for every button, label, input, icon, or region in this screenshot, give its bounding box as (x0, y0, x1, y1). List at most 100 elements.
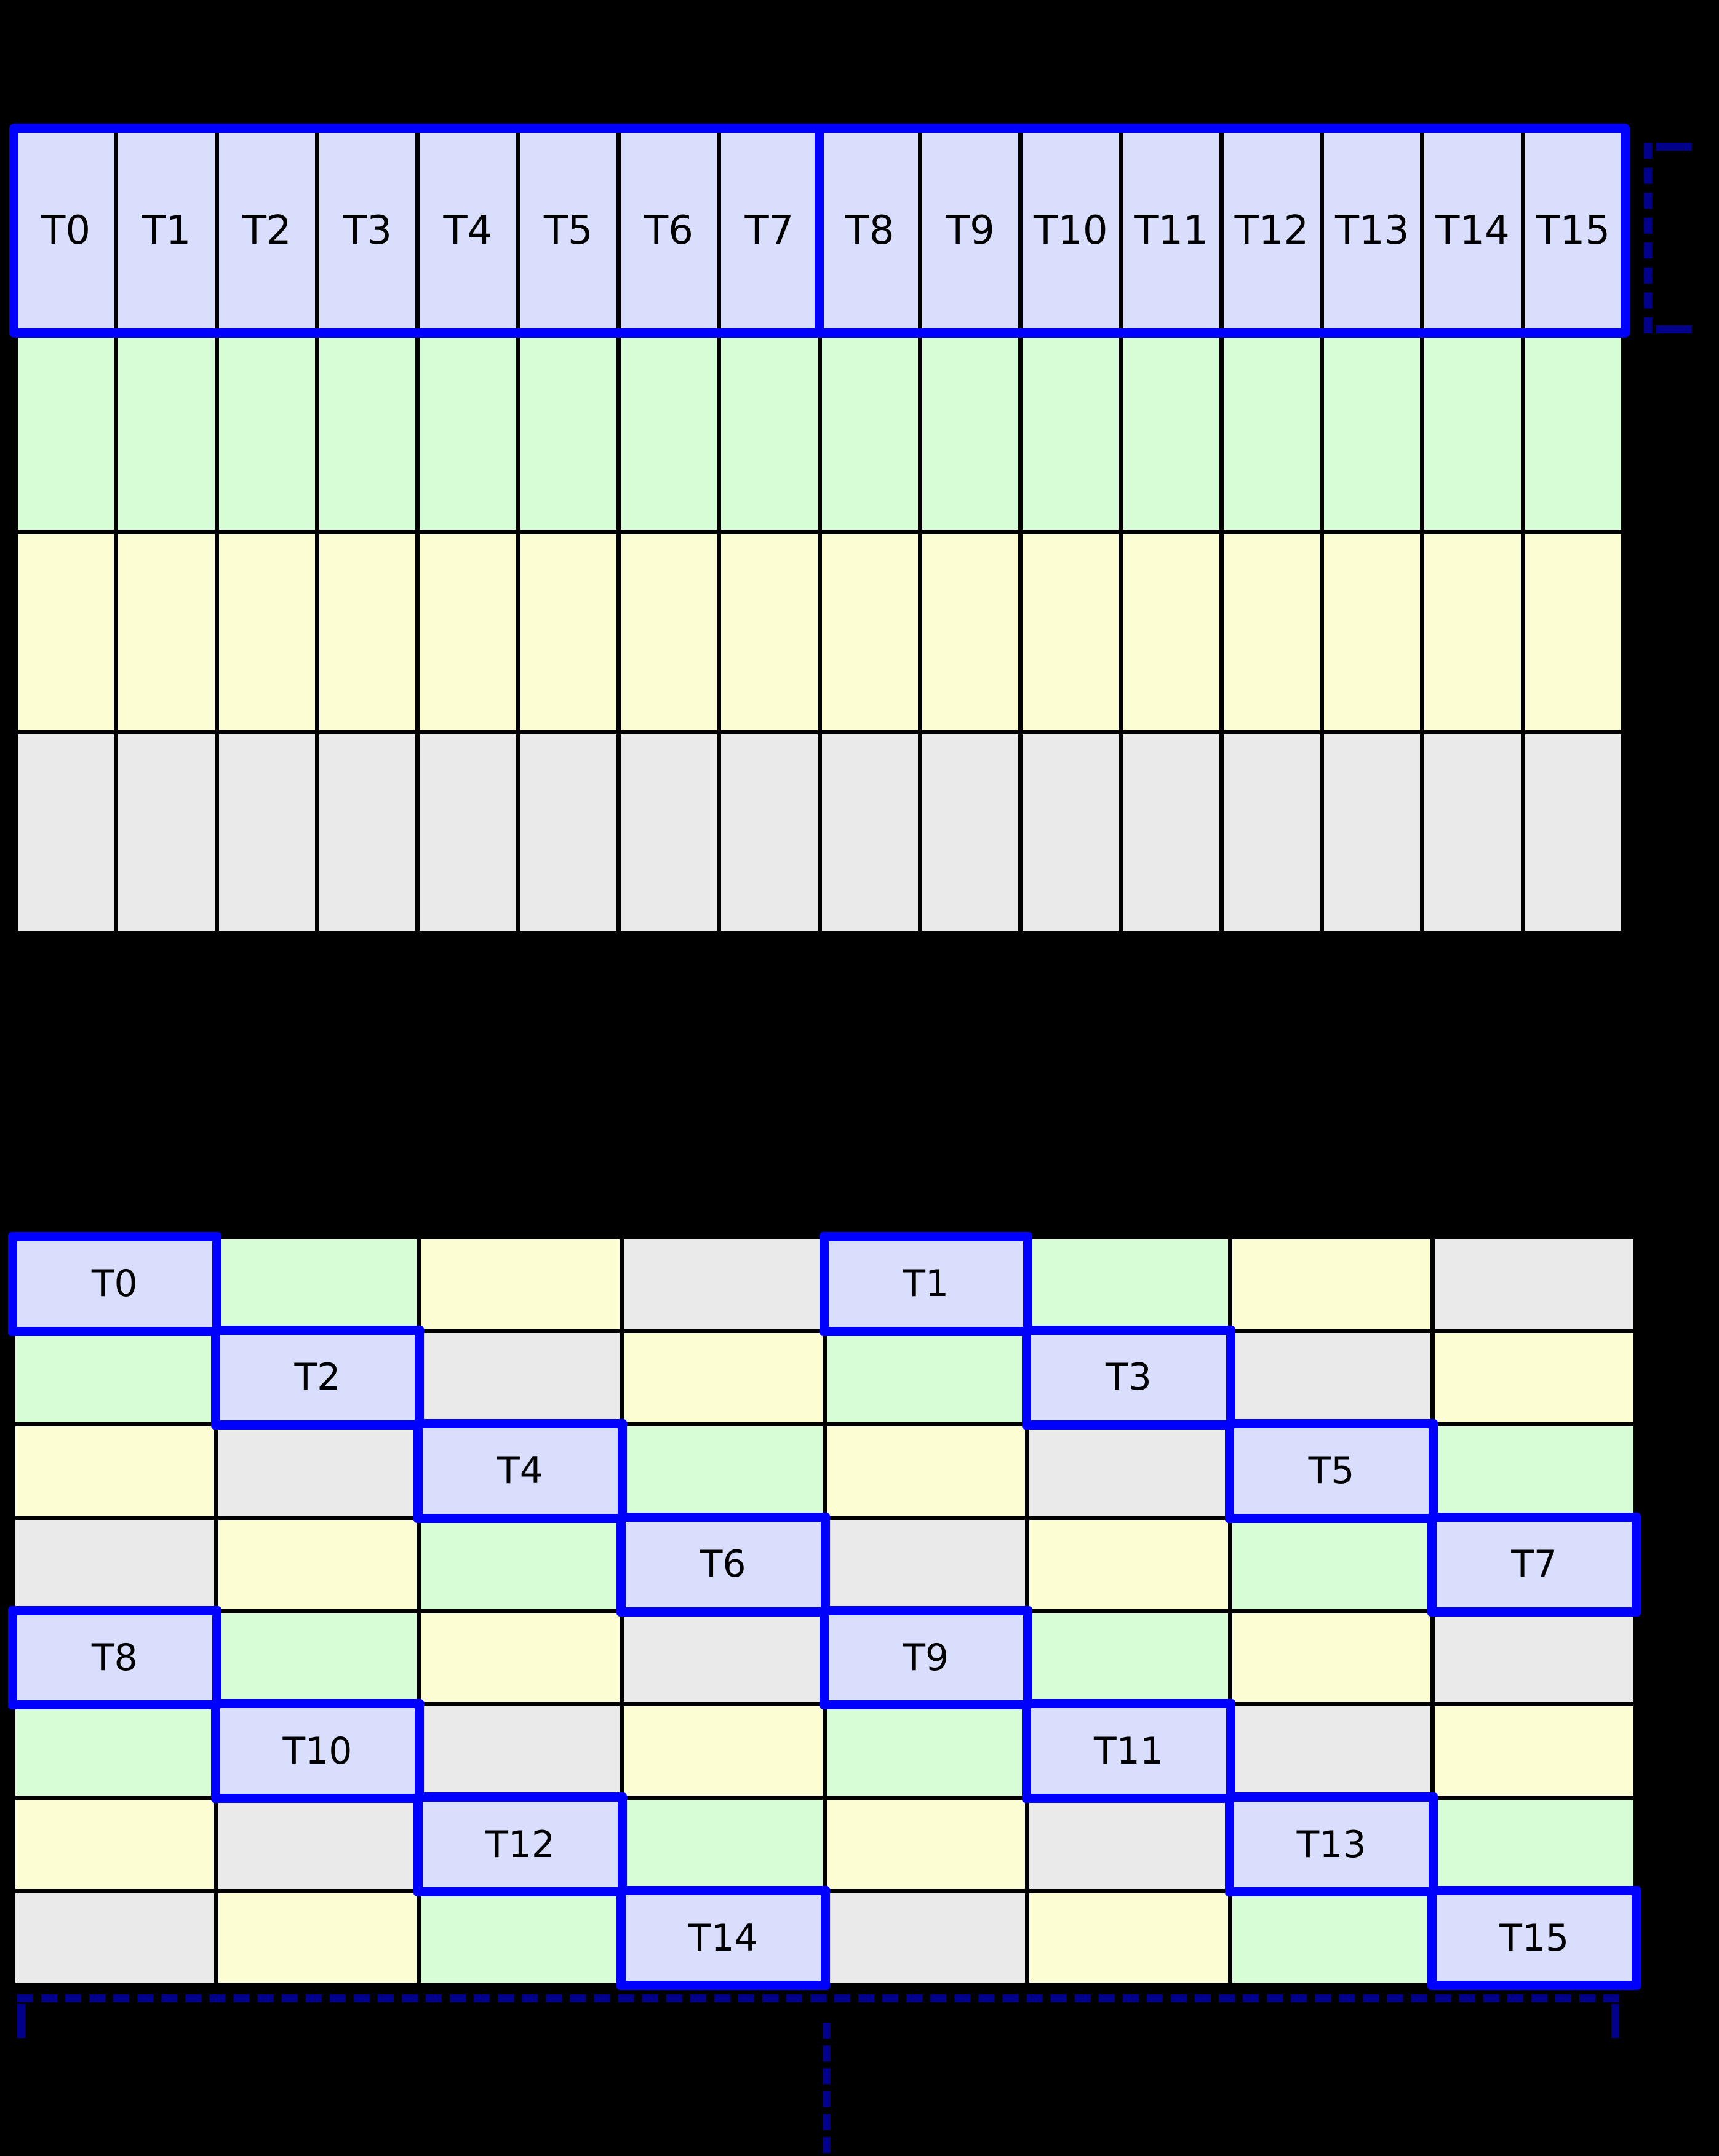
memory-cell (520, 734, 616, 931)
thread-label: T0 (41, 207, 91, 253)
bracket-vertical-dashes (1644, 143, 1652, 333)
thread-label: T2 (294, 1356, 341, 1399)
thread-label: T4 (443, 207, 493, 253)
memory-cell: T4 (420, 132, 516, 329)
memory-cell (520, 333, 616, 530)
memory-cell: T1 (118, 132, 215, 329)
memory-cell (319, 533, 416, 730)
memory-cell (1232, 1893, 1431, 1983)
memory-cell (1023, 333, 1119, 530)
memory-cell (1435, 1800, 1633, 1890)
memory-cell (421, 1332, 620, 1422)
memory-cell (620, 533, 717, 730)
memory-cell (15, 1893, 214, 1983)
memory-cell (420, 333, 516, 530)
memory-cell: T5 (520, 132, 616, 329)
memory-cell (118, 533, 215, 730)
memory-cell: T3 (319, 132, 416, 329)
thread-access-cell: T9 (826, 1613, 1026, 1703)
thread-label: T8 (845, 207, 895, 253)
thread-label: T14 (1435, 207, 1510, 253)
memory-cell (1232, 1519, 1431, 1609)
memory-cell (319, 734, 416, 931)
memory-cell (15, 1800, 214, 1890)
memory-cell (15, 1332, 214, 1422)
memory-cell (1029, 1426, 1228, 1516)
thread-label: T6 (700, 1543, 746, 1586)
memory-cell (826, 1800, 1026, 1890)
memory-cell (218, 1519, 417, 1609)
memory-cell (15, 1519, 214, 1609)
thread-label: T5 (1308, 1449, 1355, 1493)
memory-cell (1123, 734, 1219, 931)
memory-cell (1232, 1332, 1431, 1422)
memory-cell (922, 333, 1019, 530)
thread-label: T0 (91, 1262, 138, 1306)
thread-label: T11 (1093, 1729, 1163, 1773)
memory-cell (421, 1613, 620, 1703)
memory-cell: T9 (922, 132, 1019, 329)
memory-cell (1525, 734, 1621, 931)
memory-cell (1324, 333, 1421, 530)
bracket-right-tick (1611, 2004, 1619, 2038)
memory-cell (826, 1706, 1026, 1796)
bracket-bottom-dash (1656, 325, 1692, 333)
memory-cell (218, 1239, 417, 1329)
memory-cell (15, 1706, 214, 1796)
memory-cell (1232, 1613, 1431, 1703)
thread-label: T15 (1499, 1916, 1569, 1960)
memory-cell (1029, 1613, 1228, 1703)
thread-access-cell: T8 (15, 1613, 214, 1703)
memory-cell (922, 533, 1019, 730)
memory-cell (1223, 533, 1320, 730)
memory-cell (421, 1239, 620, 1329)
memory-cell (15, 1426, 214, 1516)
thread-label: T12 (1234, 207, 1309, 253)
thread-access-cell: T10 (218, 1706, 417, 1796)
memory-cell (1232, 1706, 1431, 1796)
thread-label: T5 (543, 207, 593, 253)
memory-cell (623, 1613, 823, 1703)
thread-label: T12 (485, 1823, 556, 1866)
memory-cell (721, 533, 818, 730)
memory-cell (1123, 333, 1219, 530)
memory-cell: T7 (721, 132, 818, 329)
memory-cell (1324, 734, 1421, 931)
half-warp-divider (815, 124, 824, 338)
thread-label: T1 (903, 1262, 949, 1306)
thread-label: T10 (1034, 207, 1108, 253)
memory-cell (821, 533, 918, 730)
thread-access-cell: T15 (1435, 1893, 1633, 1983)
thread-access-cell: T3 (1029, 1332, 1228, 1422)
continuation-dashes (823, 2023, 831, 2153)
memory-cell (18, 333, 114, 530)
thread-label: T6 (644, 207, 693, 253)
memory-cell (1123, 533, 1219, 730)
memory-cell (420, 734, 516, 931)
memory-cell: T13 (1324, 132, 1421, 329)
memory-cell: T14 (1424, 132, 1521, 329)
thread-label: T3 (343, 207, 392, 253)
memory-cell (623, 1426, 823, 1516)
memory-cell (1435, 1239, 1633, 1329)
bracket-horizontal-dashes (17, 1994, 1619, 2002)
memory-cell (922, 734, 1019, 931)
memory-cell (1424, 533, 1521, 730)
memory-cell (18, 734, 114, 931)
memory-cell (1029, 1239, 1228, 1329)
memory-cell (1324, 533, 1421, 730)
thread-access-cell: T7 (1435, 1519, 1633, 1609)
memory-cell: T8 (821, 132, 918, 329)
thread-label: T11 (1134, 207, 1208, 253)
thread-label: T15 (1536, 207, 1611, 253)
memory-cell (721, 333, 818, 530)
memory-cell (18, 533, 114, 730)
memory-cell (826, 1893, 1026, 1983)
thread-access-cell: T0 (15, 1239, 214, 1329)
memory-cell: T0 (18, 132, 114, 329)
thread-access-cell: T2 (218, 1332, 417, 1422)
memory-cell (421, 1519, 620, 1609)
memory-cell (218, 1613, 417, 1703)
thread-access-cell: T11 (1029, 1706, 1228, 1796)
thread-access-cell: T6 (623, 1519, 823, 1609)
